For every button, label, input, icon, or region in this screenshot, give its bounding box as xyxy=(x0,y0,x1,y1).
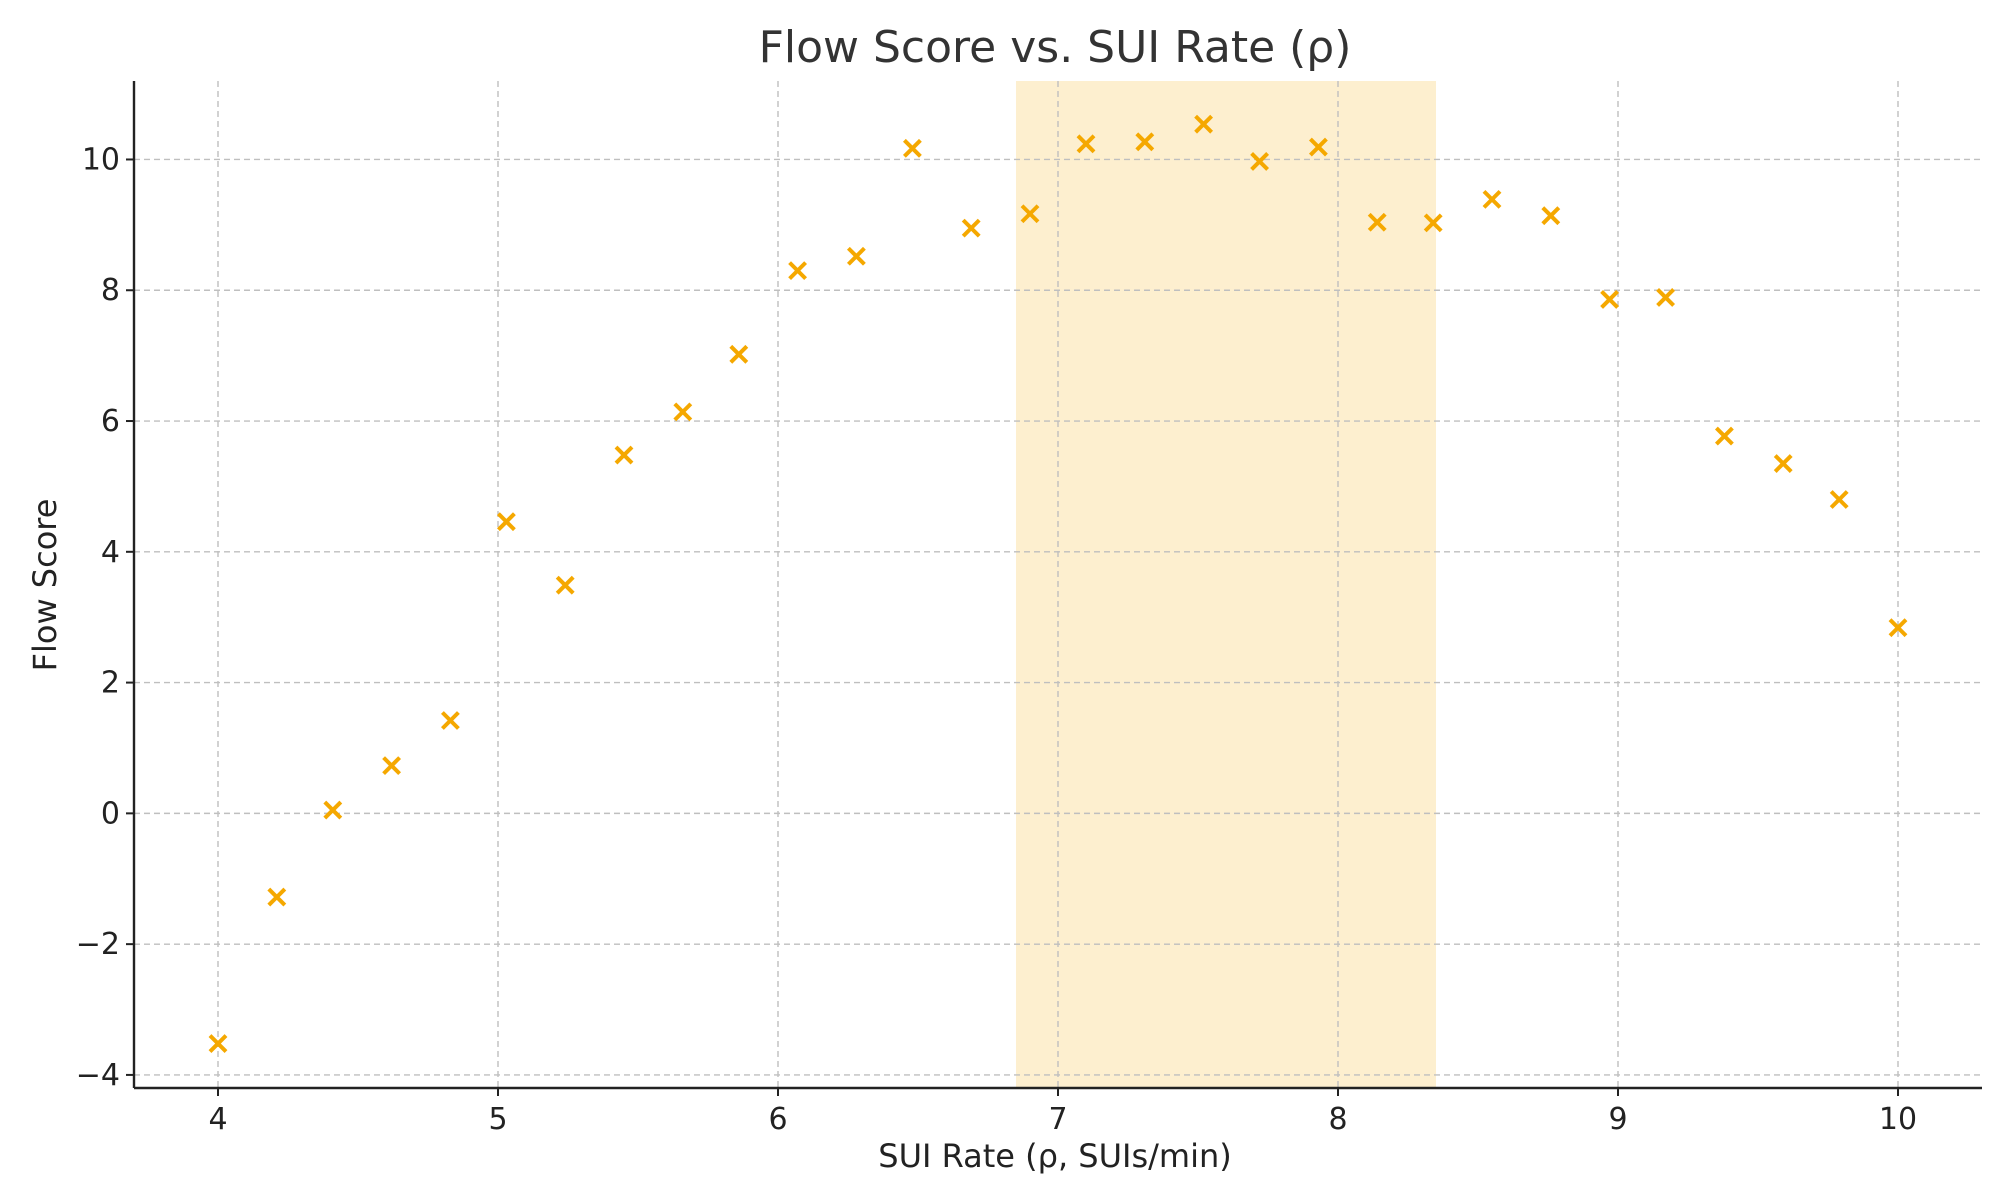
data-point xyxy=(1829,490,1849,509)
y-tick-label: 8 xyxy=(101,273,120,308)
data-point xyxy=(673,402,693,422)
data-point xyxy=(1714,426,1734,446)
x-tick-label: 5 xyxy=(488,1102,507,1137)
data-point xyxy=(1135,132,1155,152)
data-point xyxy=(1076,134,1096,154)
data-point xyxy=(555,575,575,595)
data-point xyxy=(1423,213,1443,233)
x-tick-label: 4 xyxy=(208,1102,227,1137)
y-tick-label: 2 xyxy=(101,666,120,701)
x-tick-label: 6 xyxy=(768,1102,787,1137)
data-point xyxy=(440,711,460,730)
x-tick-label: 9 xyxy=(1608,1102,1627,1137)
chart-title: Flow Score vs. SUI Rate (ρ) xyxy=(759,22,1352,73)
data-point xyxy=(902,138,922,158)
y-tick-label: −2 xyxy=(76,927,120,962)
data-point xyxy=(1308,137,1328,157)
ticks-layer: 4 5 6 7 8 9 10 −4 −2 0 2 4 6 8 10 xyxy=(76,142,1917,1137)
data-point xyxy=(1367,212,1387,232)
points-layer xyxy=(208,114,1908,1053)
data-point xyxy=(1020,204,1040,224)
data-point xyxy=(1482,189,1502,209)
x-tick-label: 7 xyxy=(1048,1102,1067,1137)
y-tick-label: 0 xyxy=(101,796,120,831)
data-point xyxy=(1250,152,1270,171)
y-tick-label: 10 xyxy=(82,142,120,177)
data-point xyxy=(1656,288,1676,307)
y-tick-label: 6 xyxy=(101,404,120,439)
y-axis-label: Flow Score xyxy=(26,499,64,672)
data-point xyxy=(788,261,808,281)
y-tick-label: 4 xyxy=(101,535,120,570)
y-tick-label: −4 xyxy=(76,1058,120,1093)
data-point xyxy=(614,445,634,465)
highlight-band-layer xyxy=(1016,81,1436,1088)
data-point xyxy=(1888,618,1908,638)
data-point xyxy=(323,800,343,820)
data-point xyxy=(846,246,866,266)
data-point xyxy=(1194,114,1214,134)
data-point xyxy=(267,887,287,907)
data-point xyxy=(208,1034,228,1053)
highlight-band xyxy=(1016,81,1436,1088)
data-point xyxy=(1600,289,1620,309)
data-point xyxy=(729,344,749,364)
x-tick-label: 8 xyxy=(1328,1102,1347,1137)
data-point xyxy=(1773,454,1793,473)
data-point xyxy=(961,218,981,238)
data-point xyxy=(382,756,402,776)
x-axis-label: SUI Rate (ρ, SUIs/min) xyxy=(878,1137,1231,1175)
data-point xyxy=(1541,206,1561,226)
data-point xyxy=(496,512,516,532)
grid-layer xyxy=(134,81,1982,1088)
x-tick-label: 10 xyxy=(1879,1102,1917,1137)
